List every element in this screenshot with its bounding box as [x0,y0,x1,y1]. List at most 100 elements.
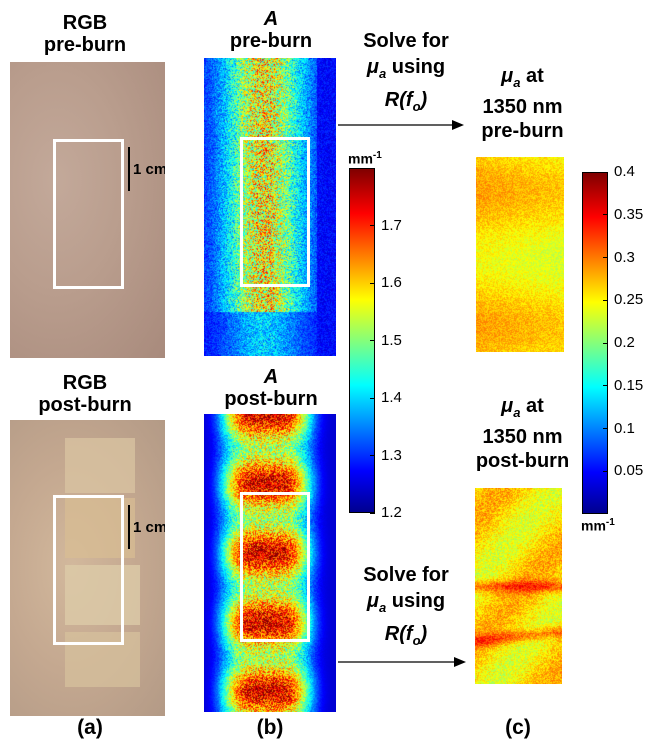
mua-pre-burn-line1: μa at [460,64,585,95]
arrow-top-line1: Solve for [363,30,449,52]
rgb-pre-burn-scale-label: 1 cm [133,161,165,178]
arrow-bottom-close: ) [420,623,428,645]
arrow-bottom-line1: Solve for [363,564,449,586]
burn-patch-3 [65,565,140,625]
rgb-post-burn-roi [53,495,124,645]
colorbar-b-tick-label: 1.4 [381,389,402,406]
colorbar-b-unit-exp: -1 [372,150,382,161]
burn-patch-4 [65,632,140,687]
rgb-pre-burn-roi [53,139,124,289]
colorbar-b-tick-mark [370,512,375,514]
mua-pre-burn-line2: 1350 nm [482,96,563,118]
colorbar-b-tick-label: 1.7 [381,216,402,234]
arrow-top-mu-sub: a [378,66,387,81]
colorbar-b-tick-label: 1.2 [381,504,402,521]
colorbar-c-tick-label: 0.15 [614,376,644,394]
burn-patch-1 [65,438,135,493]
mua-post-burn-title: μa at 1350 nm post-burn [460,394,585,473]
colorbar-b-tick-mark [370,455,375,456]
arrow-bottom-f: f [405,623,413,645]
colorbar-b-tick-mark [370,282,375,284]
colorbar-c-tick-mark [603,171,608,173]
colorbar-c-tick-mark [603,342,608,344]
a-post-burn-roi [240,492,310,642]
colorbar-b-tick-label: 1.6 [381,274,402,291]
mua-pre-burn-at: at [520,65,544,87]
mua-post-burn-line2: 1350 nm [482,426,563,448]
rgb-pre-burn-image: 1 cm [10,62,165,358]
a-pre-burn-title: A pre-burn [196,8,346,52]
mua-post-burn-at: at [520,395,544,417]
a-post-burn-title: A post-burn [196,366,346,410]
arrow-top-line2: μa using [343,54,469,87]
a-post-burn-title-line1: A [263,366,279,388]
a-post-burn-map-canvas [204,414,336,712]
rgb-pre-burn-title-line2: pre-burn [43,34,127,56]
colorbar-c-tick-label: 0.4 [614,163,635,180]
colorbar-c-tick-mark [603,385,608,387]
mua-post-burn-map [475,488,562,684]
rgb-post-burn-title-line1: RGB [62,372,108,394]
colorbar-c-unit-base: mm [581,517,606,534]
a-pre-burn-roi [240,137,310,287]
mua-post-burn-line3: post-burn [475,450,570,472]
arrow-bottom-line3: R(fo) [343,621,469,654]
arrow-bottom-label: Solve for μa using R(fo) [343,562,469,654]
arrow-bottom-using: using [386,590,446,612]
colorbar-b-tick-mark [370,397,375,399]
arrow-bottom-R: R( [384,623,406,645]
colorbar-b-tick-mark [370,340,375,341]
arrow-top-label: Solve for μa using R(fo) [343,28,469,120]
colorbar-c-tick-label: 0.35 [614,205,644,223]
a-pre-burn-title-line1: A [263,8,279,30]
mua-post-burn-map-canvas [475,488,562,684]
colorbar-c-tick-mark [603,257,608,258]
mua-pre-burn-map-canvas [476,157,564,352]
a-pre-burn-map-canvas [204,58,336,356]
mua-pre-burn-map [476,157,564,352]
arrow-top-mu: μ [366,56,379,78]
colorbar-c-tick-mark [603,470,608,472]
mua-pre-burn-title: μa at 1350 nm pre-burn [460,64,585,143]
arrow-top-f-sub: o [412,99,421,114]
rgb-post-burn-scale-bar [128,505,130,549]
rgb-post-burn-title-line2: post-burn [38,394,132,416]
rgb-pre-burn-title: RGB pre-burn [10,12,160,56]
colorbar-c-tick-mark [603,299,608,301]
colorbar-c-tick-label: 0.1 [614,419,635,437]
mua-post-burn-sub: a [513,405,521,420]
a-pre-burn-title-line2: pre-burn [229,30,313,52]
colorbar-c-tick-label: 0.3 [614,248,635,266]
rgb-pre-burn-scale-bar [128,147,130,191]
mua-pre-burn-mu: μ [501,65,514,87]
mua-post-burn-mu: μ [501,395,514,417]
arrow-bottom-line2: μa using [343,588,469,621]
colorbar-b-unit: mm-1 [348,150,382,167]
arrow-top-R: R( [384,89,406,111]
rgb-post-burn-title: RGB post-burn [10,372,160,416]
a-pre-burn-map [204,58,336,356]
colorbar-b-tick-label: 1.5 [381,331,402,349]
colorbar-c-tick-mark [603,428,608,429]
colorbar-b-tick-label: 1.3 [381,446,402,464]
arrow-top-using: using [386,56,446,78]
arrow-bottom-mu-sub: a [378,600,387,615]
colorbar-c-unit-exp: -1 [605,517,615,528]
mua-pre-burn-sub: a [513,75,521,90]
a-post-burn-title-line2: post-burn [224,388,318,410]
rgb-post-burn-scale-label: 1 cm [133,519,165,536]
arrow-bottom-mu: μ [366,590,379,612]
colorbar-b-unit-base: mm [348,150,373,167]
colorbar-c-unit: mm-1 [581,517,615,534]
arrow-bottom-f-sub: o [412,633,421,648]
mua-pre-burn-line3: pre-burn [481,120,564,142]
rgb-post-burn-image: 1 cm [10,420,165,716]
arrow-top-f: f [405,89,413,111]
panel-label-c: (c) [505,716,531,739]
arrow-top-line3: R(fo) [343,87,469,120]
colorbar-c-tick-label: 0.2 [614,334,635,351]
panel-label-b: (b) [256,716,284,739]
arrow-top-close: ) [420,89,428,111]
